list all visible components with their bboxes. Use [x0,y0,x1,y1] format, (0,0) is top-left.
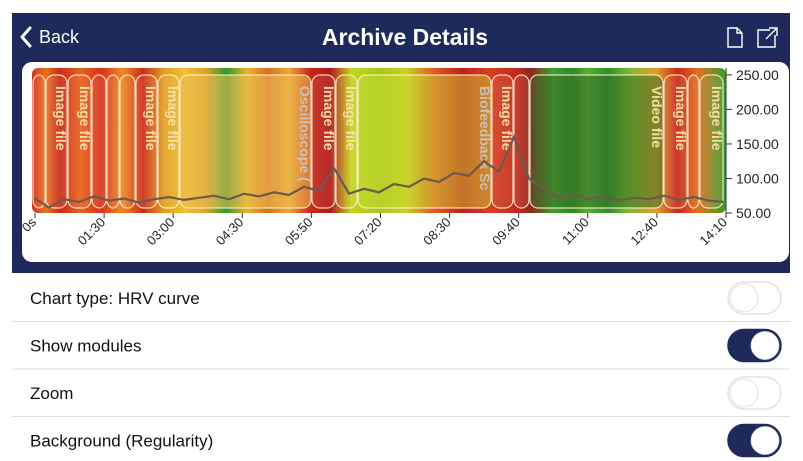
module[interactable] [687,74,700,209]
setting-label: Chart type: HRV curve [30,289,200,308]
toggle[interactable] [727,423,782,458]
settings-list: Chart type: HRV curve Show modules Zoom Bac… [12,281,790,458]
y-tick-label: 200.00 [736,101,779,117]
toggle-knob [729,378,759,408]
module[interactable] [45,74,68,209]
module-label: Image file [709,86,725,151]
module[interactable] [663,74,688,209]
document-icon[interactable] [727,27,743,48]
module[interactable] [91,74,107,209]
module[interactable] [335,74,358,209]
share-icon[interactable] [757,27,778,48]
module[interactable] [529,74,664,209]
module-label: Image file [165,86,181,151]
y-tick-label: 250.00 [736,67,779,83]
module[interactable] [513,74,530,209]
module-label: Image file [499,86,515,151]
module-label: Oscilloscope ( [297,86,313,182]
y-tick-label: 150.00 [736,136,779,152]
module[interactable] [106,74,120,209]
toggle-knob [750,426,780,455]
toggle[interactable] [727,281,782,315]
module-label: Image file [53,86,69,151]
module[interactable] [135,74,158,209]
y-tick-label: 50.00 [736,205,771,221]
module-label: Video file [649,86,665,148]
module-label: Biofeedback Sc [477,86,493,190]
module[interactable] [157,74,180,209]
module-label: Image file [143,86,159,151]
y-tick-label: 100.00 [736,170,779,186]
back-label: Back [39,27,80,47]
toggle-knob [750,331,780,360]
module[interactable] [119,74,136,209]
module[interactable] [67,74,92,209]
module-label: Image file [343,86,359,151]
setting-label: Show modules [30,337,142,356]
toggle[interactable] [727,376,782,410]
toggle-knob [729,283,759,313]
back-button[interactable]: Back [20,26,80,48]
toggle[interactable] [727,328,782,363]
plot: Image file Image file Image file Image file… [32,68,726,213]
module-label: Image file [77,86,93,151]
back-chevron [20,26,32,48]
title: Archive Details [322,24,488,50]
module-label: Image file [673,86,689,151]
module-label: Image file [321,86,337,151]
module[interactable] [699,74,724,209]
module[interactable] [357,74,492,209]
setting-label: Zoom [30,384,73,403]
module[interactable] [32,74,46,209]
hrv-line [33,134,725,209]
setting-label: Background (Regularity) [30,432,213,451]
module[interactable] [179,74,312,209]
